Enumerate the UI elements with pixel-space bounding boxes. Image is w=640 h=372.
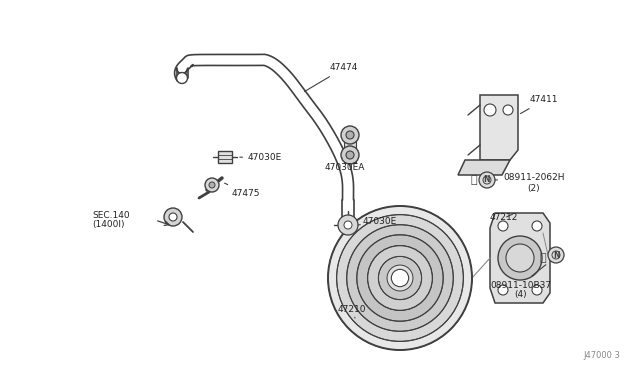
Polygon shape bbox=[458, 160, 510, 175]
Circle shape bbox=[392, 269, 409, 287]
Circle shape bbox=[347, 225, 453, 331]
Polygon shape bbox=[480, 95, 518, 160]
Text: 47030E: 47030E bbox=[240, 154, 282, 163]
Circle shape bbox=[344, 221, 352, 229]
Circle shape bbox=[338, 215, 358, 235]
Text: Ⓝ: Ⓝ bbox=[540, 253, 547, 263]
Circle shape bbox=[341, 146, 359, 164]
Circle shape bbox=[498, 221, 508, 231]
Text: Ⓝ: Ⓝ bbox=[470, 175, 477, 185]
Circle shape bbox=[532, 285, 542, 295]
Circle shape bbox=[337, 215, 463, 341]
FancyBboxPatch shape bbox=[218, 151, 232, 163]
Circle shape bbox=[341, 126, 359, 144]
Text: 47030E: 47030E bbox=[358, 218, 397, 227]
Text: N: N bbox=[484, 176, 490, 185]
Circle shape bbox=[484, 104, 496, 116]
Text: 47030EA: 47030EA bbox=[325, 158, 365, 173]
Text: 47210: 47210 bbox=[338, 305, 367, 318]
Circle shape bbox=[328, 206, 472, 350]
Circle shape bbox=[498, 236, 542, 280]
Circle shape bbox=[367, 246, 433, 310]
Text: N: N bbox=[553, 250, 559, 260]
Circle shape bbox=[498, 285, 508, 295]
Circle shape bbox=[164, 208, 182, 226]
Text: 08911-10B37: 08911-10B37 bbox=[490, 265, 551, 289]
Text: (1400l): (1400l) bbox=[92, 221, 125, 230]
Polygon shape bbox=[490, 213, 550, 303]
Text: J47000 3: J47000 3 bbox=[583, 351, 620, 360]
Circle shape bbox=[532, 221, 542, 231]
Circle shape bbox=[378, 256, 422, 299]
Text: 47212: 47212 bbox=[490, 214, 518, 222]
Circle shape bbox=[479, 172, 495, 188]
Text: (4): (4) bbox=[514, 291, 527, 299]
FancyBboxPatch shape bbox=[344, 135, 356, 163]
Circle shape bbox=[503, 105, 513, 115]
Text: SEC.140: SEC.140 bbox=[92, 211, 130, 219]
Circle shape bbox=[548, 247, 564, 263]
Text: (2): (2) bbox=[527, 183, 540, 192]
Circle shape bbox=[387, 265, 413, 291]
Circle shape bbox=[506, 244, 534, 272]
Circle shape bbox=[169, 213, 177, 221]
Circle shape bbox=[357, 235, 443, 321]
Circle shape bbox=[346, 151, 354, 159]
Circle shape bbox=[177, 73, 188, 83]
Circle shape bbox=[205, 178, 219, 192]
Circle shape bbox=[209, 182, 215, 188]
Text: 47475: 47475 bbox=[225, 183, 260, 198]
FancyBboxPatch shape bbox=[393, 271, 407, 285]
Text: 47474: 47474 bbox=[305, 64, 358, 92]
Text: 47411: 47411 bbox=[520, 96, 559, 113]
Circle shape bbox=[346, 131, 354, 139]
Text: 08911-2062H: 08911-2062H bbox=[495, 173, 564, 183]
